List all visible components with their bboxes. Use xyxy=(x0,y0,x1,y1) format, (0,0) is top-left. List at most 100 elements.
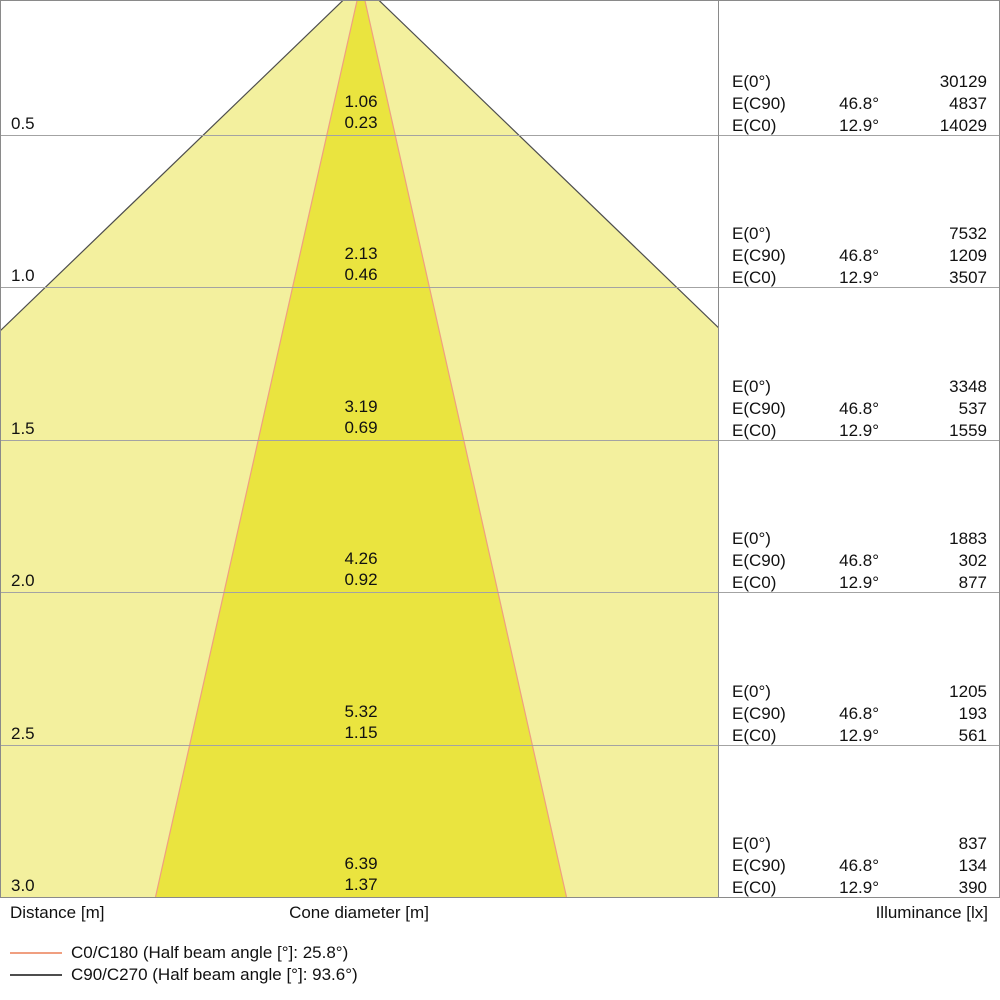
ec90-label: E(C90) xyxy=(732,551,786,570)
ec0-label: E(C0) xyxy=(732,268,777,287)
e0-label: E(0°) xyxy=(732,529,771,548)
ec90-label: E(C90) xyxy=(732,856,786,875)
ec0-angle: 12.9° xyxy=(839,116,879,135)
illuminance-row: E(C90) 46.8° 4837 xyxy=(719,93,999,115)
light-cone-plot xyxy=(1,1,719,897)
gridline-2-0m xyxy=(1,592,999,593)
illuminance-block: E(0°) 837 E(C90) 46.8° 134 E(C0) 12.9° 3… xyxy=(719,833,999,897)
cone-diameter-c0: 0.69 xyxy=(344,418,378,437)
ec0-value: 14029 xyxy=(939,116,987,135)
distance-label: 0.5 xyxy=(11,114,35,133)
illuminance-row: E(C0) 12.9° 3507 xyxy=(719,267,999,289)
gridline-1-5m xyxy=(1,440,999,441)
illuminance-row: E(0°) 837 xyxy=(719,833,999,855)
cone-diameter-c0: 1.15 xyxy=(344,723,378,742)
illuminance-row: E(C0) 12.9° 877 xyxy=(719,572,999,594)
illuminance-row: E(C90) 46.8° 537 xyxy=(719,398,999,420)
ec90-value: 537 xyxy=(958,399,987,418)
ec90-value: 302 xyxy=(958,551,987,570)
ec0-angle: 12.9° xyxy=(839,726,879,745)
e0-value: 30129 xyxy=(939,72,987,91)
cone-diameter-values: 4.26 0.92 xyxy=(261,548,461,590)
illuminance-row: E(0°) 7532 xyxy=(719,223,999,245)
ec0-value: 390 xyxy=(958,878,987,897)
e0-value: 1883 xyxy=(949,529,987,548)
ec0-angle: 12.9° xyxy=(839,421,879,440)
legend-label-c90: C90/C270 (Half beam angle [°]: 93.6°) xyxy=(71,965,358,984)
e0-label: E(0°) xyxy=(732,834,771,853)
ec0-label: E(C0) xyxy=(732,726,777,745)
legend-row-c0: C0/C180 (Half beam angle [°]: 25.8°) xyxy=(10,942,358,964)
e0-label: E(0°) xyxy=(732,682,771,701)
ec0-value: 3507 xyxy=(949,268,987,287)
legend-line-c90-icon xyxy=(10,974,62,976)
ec0-value: 561 xyxy=(958,726,987,745)
illuminance-row: E(C0) 12.9° 390 xyxy=(719,877,999,897)
distance-label: 2.0 xyxy=(11,571,35,590)
illuminance-row: E(C0) 12.9° 14029 xyxy=(719,115,999,137)
illuminance-row: E(C90) 46.8° 1209 xyxy=(719,245,999,267)
illuminance-row: E(C0) 12.9° 561 xyxy=(719,725,999,747)
cone-diameter-c0: 0.23 xyxy=(344,113,378,132)
legend-line-c0-icon xyxy=(10,952,62,954)
illuminance-row: E(C90) 46.8° 302 xyxy=(719,550,999,572)
illuminance-block: E(0°) 3348 E(C90) 46.8° 537 E(C0) 12.9° … xyxy=(719,376,999,442)
ec90-angle: 46.8° xyxy=(839,246,879,265)
cone-diameter-c0: 1.37 xyxy=(344,875,378,894)
illuminance-row: E(0°) 1205 xyxy=(719,681,999,703)
ec0-label: E(C0) xyxy=(732,116,777,135)
cone-diameter-values: 6.39 1.37 xyxy=(261,853,461,895)
cone-diameter-c90: 6.39 xyxy=(344,854,378,873)
ec0-label: E(C0) xyxy=(732,573,777,592)
ec0-angle: 12.9° xyxy=(839,878,879,897)
cone-diameter-axis-label: Cone diameter [m] xyxy=(289,903,429,922)
ec90-angle: 46.8° xyxy=(839,704,879,723)
illuminance-row: E(0°) 1883 xyxy=(719,528,999,550)
ec90-angle: 46.8° xyxy=(839,399,879,418)
ec90-value: 134 xyxy=(958,856,987,875)
e0-value: 1205 xyxy=(949,682,987,701)
illuminance-row: E(0°) 3348 xyxy=(719,376,999,398)
narrow-cone-c0-c180 xyxy=(155,1,567,897)
ec90-label: E(C90) xyxy=(732,399,786,418)
ec90-angle: 46.8° xyxy=(839,856,879,875)
e0-label: E(0°) xyxy=(732,377,771,396)
distance-label: 1.5 xyxy=(11,419,35,438)
ec0-label: E(C0) xyxy=(732,421,777,440)
legend-label-c0: C0/C180 (Half beam angle [°]: 25.8°) xyxy=(71,943,349,962)
ec90-value: 4837 xyxy=(949,94,987,113)
cone-diameter-values: 5.32 1.15 xyxy=(261,701,461,743)
illuminance-block: E(0°) 1883 E(C90) 46.8° 302 E(C0) 12.9° … xyxy=(719,528,999,594)
cone-diameter-c90: 3.19 xyxy=(344,397,378,416)
e0-value: 837 xyxy=(958,834,987,853)
ec90-angle: 46.8° xyxy=(839,551,879,570)
illuminance-block: E(0°) 1205 E(C90) 46.8° 193 E(C0) 12.9° … xyxy=(719,681,999,747)
gridline-2-5m xyxy=(1,745,999,746)
distance-axis-label: Distance [m] xyxy=(10,903,105,922)
illuminance-row: E(C90) 46.8° 134 xyxy=(719,855,999,877)
ec0-label: E(C0) xyxy=(732,878,777,897)
illuminance-block: E(0°) 30129 E(C90) 46.8° 4837 E(C0) 12.9… xyxy=(719,71,999,137)
ec90-value: 1209 xyxy=(949,246,987,265)
ec90-label: E(C90) xyxy=(732,704,786,723)
e0-label: E(0°) xyxy=(732,72,771,91)
gridline-1-0m xyxy=(1,287,999,288)
cone-diameter-c0: 0.46 xyxy=(344,265,378,284)
distance-label: 2.5 xyxy=(11,724,35,743)
cone-diameter-c90: 4.26 xyxy=(344,549,378,568)
gridline-0-5m xyxy=(1,135,999,136)
ec0-value: 877 xyxy=(958,573,987,592)
illuminance-row: E(C0) 12.9° 1559 xyxy=(719,420,999,442)
cone-diameter-c90: 2.13 xyxy=(344,244,378,263)
distance-label: 3.0 xyxy=(11,876,35,895)
legend: C0/C180 (Half beam angle [°]: 25.8°) C90… xyxy=(10,942,358,986)
panel-divider xyxy=(718,1,719,897)
illuminance-row: E(0°) 30129 xyxy=(719,71,999,93)
ec0-value: 1559 xyxy=(949,421,987,440)
chart-frame: 0.5 1.0 1.5 2.0 2.5 3.0 1.06 0.23 2.13 0… xyxy=(0,0,1000,898)
ec90-label: E(C90) xyxy=(732,94,786,113)
cone-diameter-values: 2.13 0.46 xyxy=(261,243,461,285)
e0-value: 3348 xyxy=(949,377,987,396)
cone-diameter-values: 1.06 0.23 xyxy=(261,91,461,133)
cone-diameter-c90: 5.32 xyxy=(344,702,378,721)
